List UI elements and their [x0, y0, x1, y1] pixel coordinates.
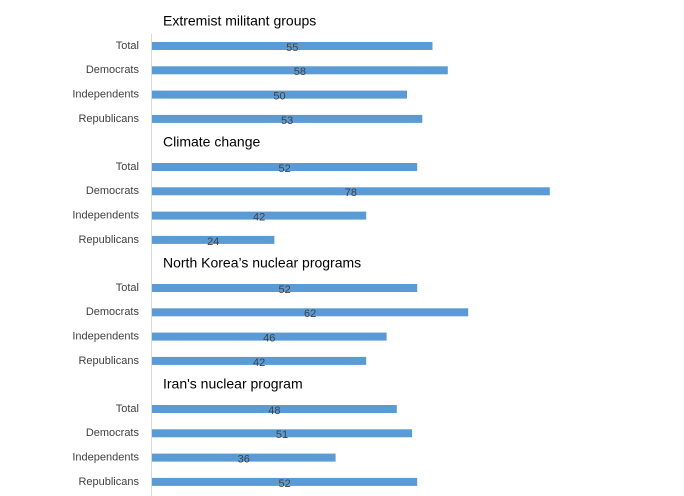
data-label: 42 — [253, 357, 265, 369]
data-label: 46 — [263, 333, 275, 345]
data-label: 55 — [286, 42, 298, 54]
category-label: Republicans — [78, 355, 139, 367]
bar — [152, 477, 418, 486]
data-label: 50 — [273, 91, 285, 103]
category-label: Democrats — [86, 64, 140, 76]
bar — [152, 453, 336, 462]
bar — [152, 42, 433, 50]
bar — [152, 90, 407, 99]
bar — [152, 308, 469, 317]
category-label: Democrats — [86, 306, 140, 318]
bar — [152, 356, 367, 365]
data-label: 52 — [278, 284, 290, 296]
category-label: Total — [116, 282, 139, 294]
data-label: 58 — [294, 66, 306, 78]
bar — [152, 332, 387, 341]
bar — [152, 405, 397, 413]
data-label: 78 — [345, 187, 357, 199]
category-label: Independents — [72, 331, 139, 343]
data-label: 51 — [276, 429, 288, 441]
group-title: Climate change — [163, 134, 260, 150]
category-label: Total — [116, 161, 139, 173]
bar — [152, 114, 423, 123]
bar — [152, 187, 550, 196]
group-title: North Korea’s nuclear programs — [163, 255, 361, 271]
data-label: 36 — [238, 454, 250, 466]
data-label: 53 — [281, 115, 293, 127]
group-title: Iran's nuclear program — [163, 376, 303, 392]
bar — [152, 235, 275, 244]
category-label: Total — [116, 403, 139, 415]
category-label: Democrats — [86, 185, 140, 197]
bar — [152, 211, 367, 220]
bar — [152, 66, 448, 75]
category-label: Republicans — [78, 113, 139, 125]
data-label: 62 — [304, 308, 316, 320]
bar — [152, 429, 413, 438]
category-label: Republicans — [78, 476, 139, 488]
bar — [152, 284, 418, 292]
category-label: Independents — [72, 89, 139, 101]
category-label: Total — [116, 40, 139, 52]
category-label: Independents — [72, 452, 139, 464]
data-label: 52 — [278, 163, 290, 175]
data-label: 42 — [253, 212, 265, 224]
data-label: 52 — [278, 478, 290, 490]
bar — [152, 163, 418, 171]
group-title: Extremist militant groups — [163, 13, 316, 29]
data-label: 24 — [207, 236, 219, 248]
data-label: 48 — [268, 405, 280, 417]
category-label: Republicans — [78, 234, 139, 246]
category-label: Democrats — [86, 427, 140, 439]
category-label: Independents — [72, 210, 139, 222]
